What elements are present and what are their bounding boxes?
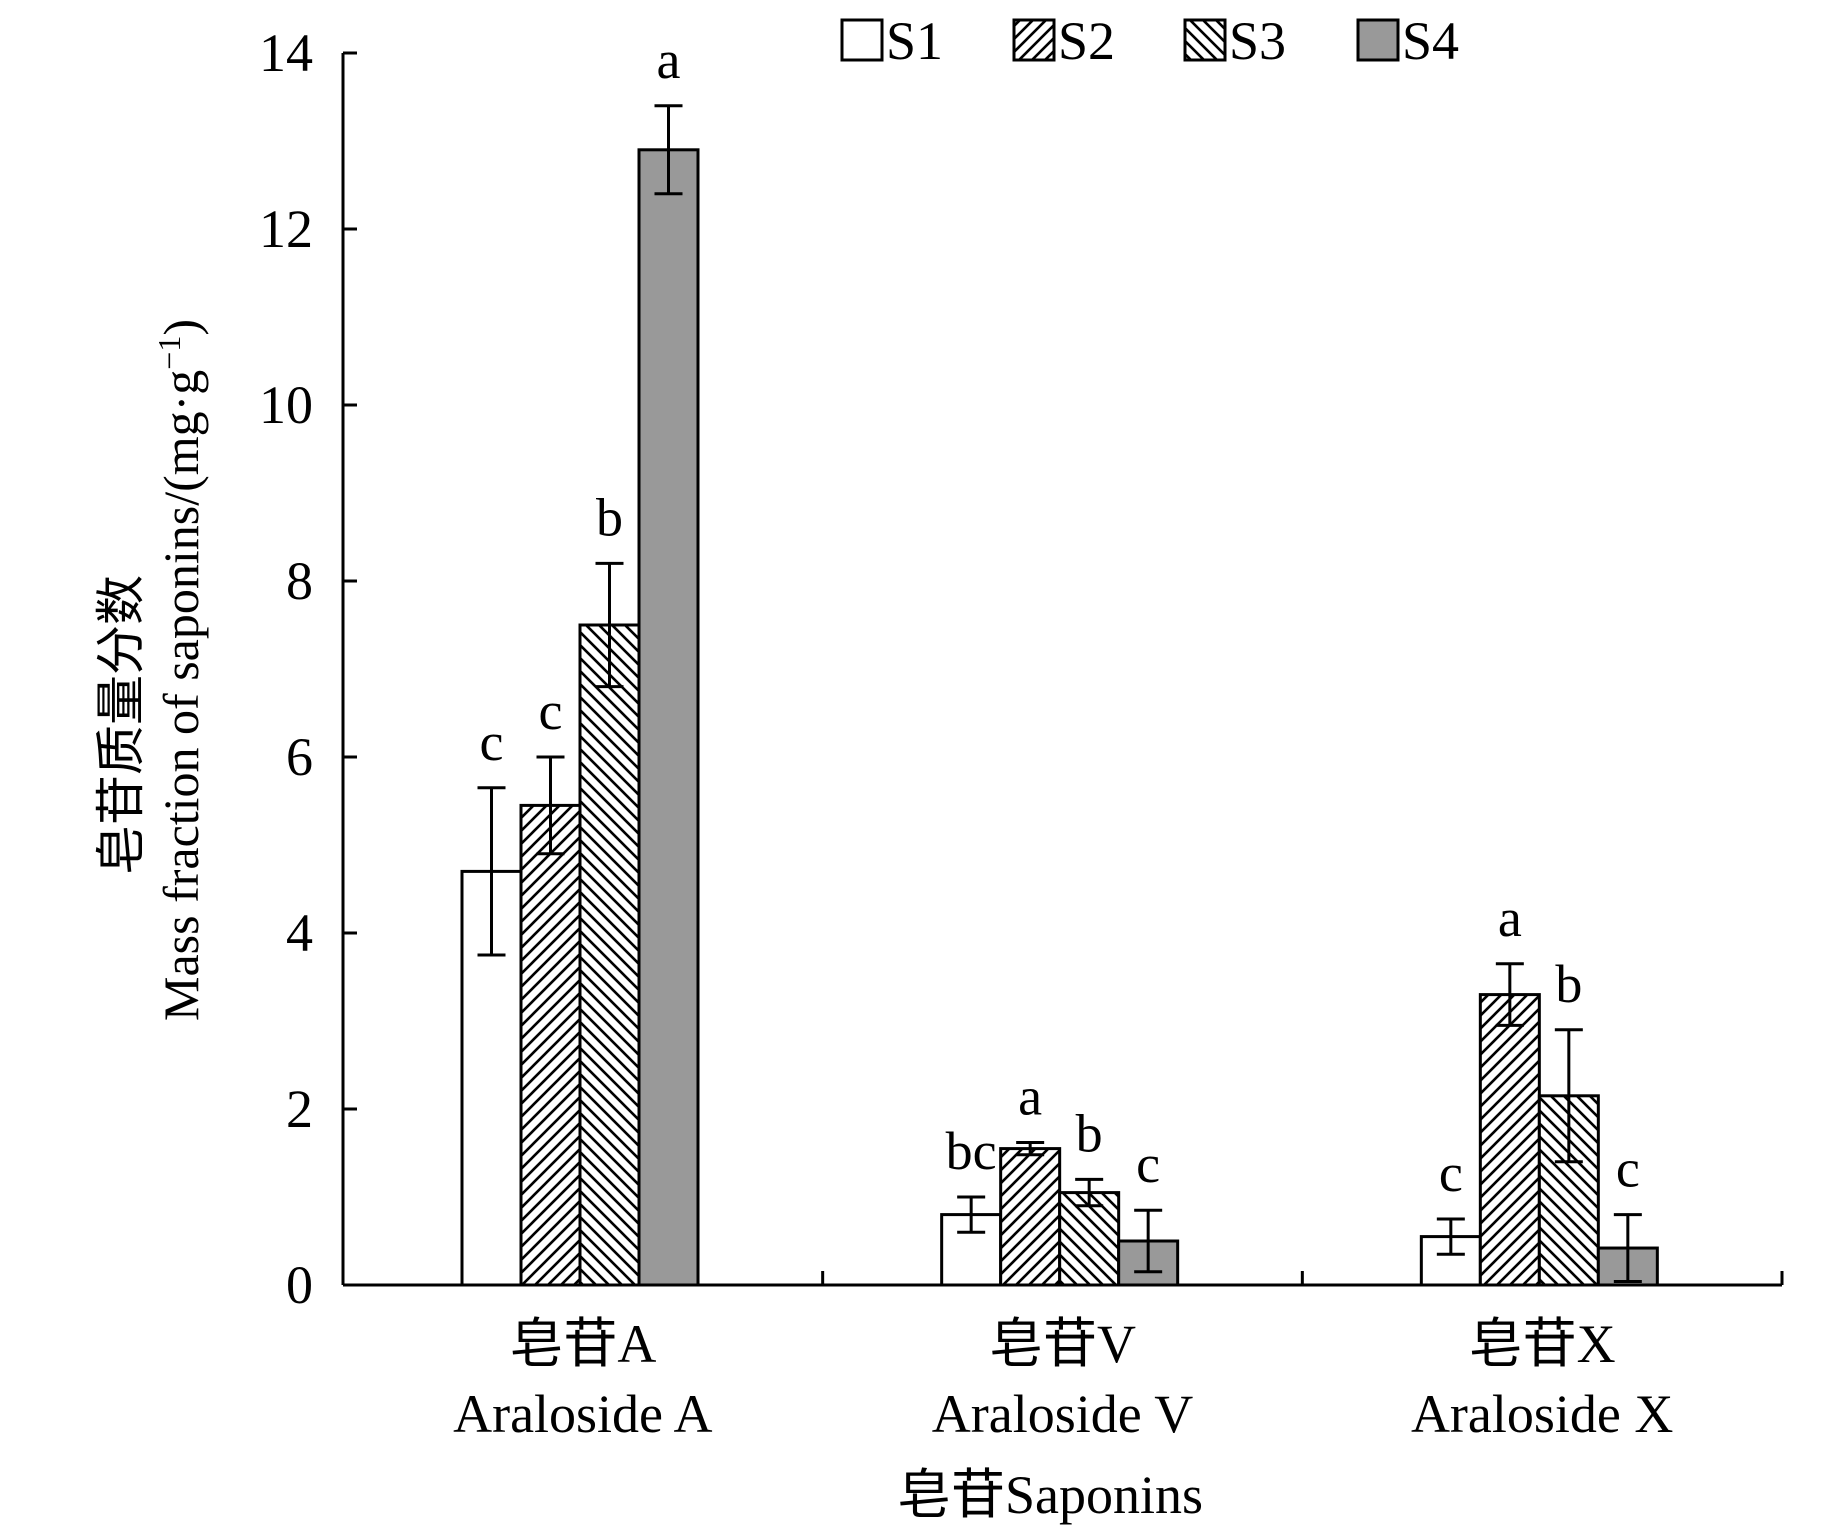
y-axis-label-en-close: ) — [153, 319, 209, 336]
x-category-label-cn: 皂苷A — [509, 1314, 656, 1374]
significance-letter: c — [1616, 1139, 1640, 1199]
significance-letter: c — [480, 712, 504, 772]
bar-s2 — [519, 803, 582, 1287]
x-category-label-en: Araloside V — [932, 1384, 1193, 1444]
bar-s2 — [999, 1147, 1062, 1287]
bars-layer — [460, 148, 1659, 1287]
y-tick-label: 12 — [259, 199, 313, 259]
significance-letter: c — [1439, 1143, 1463, 1203]
bar-s2 — [1478, 993, 1541, 1287]
y-tick-label: 6 — [286, 727, 313, 787]
significance-letter: c — [1136, 1134, 1160, 1194]
legend-swatch-s1 — [840, 18, 884, 62]
significance-letter: bc — [946, 1121, 997, 1181]
x-category-label-cn: 皂苷V — [989, 1314, 1136, 1374]
y-tick-label: 10 — [259, 375, 313, 435]
x-category-label-en: Araloside X — [1411, 1384, 1673, 1444]
y-axis-label-en: Mass fraction of saponins/(mg·g−1) — [151, 319, 209, 1021]
significance-letter: b — [1076, 1103, 1103, 1163]
y-axis-label-en-main: Mass fraction of saponins/(mg·g — [153, 370, 209, 1021]
legend-label-s1: S1 — [886, 11, 943, 71]
bar-s3 — [578, 623, 641, 1287]
legend-label-s3: S3 — [1229, 11, 1286, 71]
y-tick-label: 4 — [286, 903, 313, 963]
legend-swatch-s4 — [1356, 18, 1400, 62]
significance-letter: b — [596, 487, 623, 547]
y-tick-label: 2 — [286, 1079, 313, 1139]
y-tick-label: 14 — [259, 23, 313, 83]
x-axis-label: 皂苷Saponins — [897, 1465, 1203, 1525]
legend-label-s4: S4 — [1402, 11, 1459, 71]
y-axis-label-cn: 皂苷质量分数 — [93, 575, 149, 875]
y-tick-label: 0 — [286, 1255, 313, 1315]
significance-letter: b — [1555, 954, 1582, 1014]
legend-label-s2: S2 — [1058, 11, 1115, 71]
x-category-label-en: Araloside A — [453, 1384, 712, 1444]
bar-s4 — [637, 148, 700, 1287]
significance-letter: a — [1018, 1066, 1042, 1126]
error-bars-layer — [477, 104, 1642, 1283]
legend-swatch-s2 — [1012, 18, 1056, 62]
significance-letter: a — [657, 30, 681, 90]
bar-s3 — [1537, 1094, 1600, 1287]
x-category-label-cn: 皂苷X — [1469, 1314, 1616, 1374]
significance-letter: c — [539, 681, 563, 741]
legend-swatch-s3 — [1183, 18, 1227, 62]
y-tick-label: 8 — [286, 551, 313, 611]
y-axis-label-en-sup: −1 — [151, 336, 187, 370]
significance-letter: a — [1498, 888, 1522, 948]
legend: S1 S2 S3 S4 — [840, 11, 1459, 71]
x-category-labels: 皂苷A Araloside A 皂苷V Araloside V 皂苷X Araloside… — [453, 1314, 1673, 1444]
y-axis-ticks: 0 2 4 6 8 10 12 14 — [259, 23, 1784, 1315]
bar-s3 — [1058, 1191, 1121, 1287]
